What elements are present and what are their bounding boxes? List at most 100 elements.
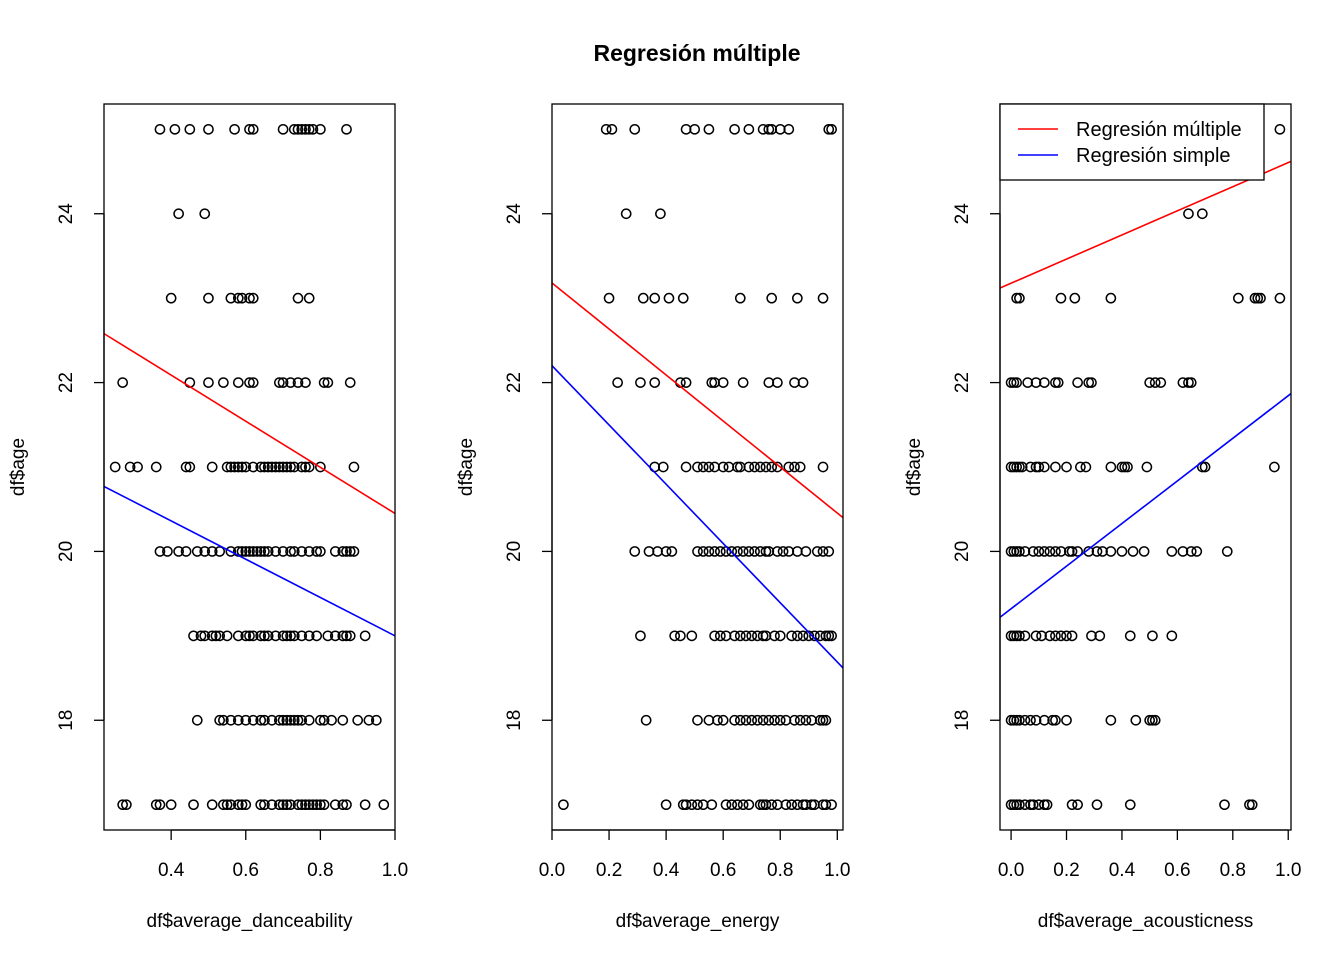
regression-line-simple [1000, 392, 1291, 618]
data-point [743, 461, 755, 473]
data-point [794, 461, 806, 473]
data-point [214, 630, 225, 642]
data-point [117, 799, 129, 811]
data-point [184, 461, 196, 473]
data-point [173, 208, 184, 220]
data-point [1196, 208, 1208, 220]
data-point [783, 123, 795, 135]
data-point [1008, 799, 1020, 811]
data-point [697, 461, 709, 473]
data-point [677, 292, 689, 304]
data-point [1052, 377, 1064, 388]
data-point [769, 630, 780, 642]
data-point [210, 630, 222, 642]
data-point [285, 714, 296, 726]
data-point [218, 714, 229, 726]
data-point [1091, 799, 1103, 811]
legend-label-multiple: Regresión múltiple [1076, 119, 1242, 141]
data-point [620, 208, 632, 220]
data-point [277, 714, 289, 726]
data-point [717, 461, 729, 473]
data-point [666, 546, 678, 557]
data-point [726, 799, 738, 811]
data-point [680, 799, 692, 811]
data-point [1030, 714, 1042, 726]
data-point [1014, 292, 1025, 304]
data-point [315, 714, 326, 726]
data-point [1014, 799, 1025, 811]
y-tick-label: 24 [56, 203, 77, 225]
data-point [344, 546, 356, 557]
data-point [296, 461, 308, 473]
data-point [214, 714, 225, 726]
data-point [303, 292, 315, 304]
data-point [285, 799, 296, 811]
data-point [270, 546, 281, 557]
data-point [322, 377, 334, 388]
data-point [697, 546, 709, 557]
data-point [1149, 714, 1161, 726]
data-point [311, 630, 322, 642]
data-point [232, 714, 244, 726]
data-point [737, 799, 749, 811]
data-point [232, 461, 244, 473]
data-point [1025, 799, 1036, 811]
data-point [1119, 461, 1131, 473]
data-point [1027, 799, 1039, 811]
data-point [240, 546, 252, 557]
data-point [709, 546, 720, 557]
data-point [1183, 377, 1194, 388]
data-point [794, 714, 806, 726]
data-point [288, 123, 300, 135]
data-point [1038, 461, 1050, 473]
data-point [303, 799, 315, 811]
data-point [826, 123, 837, 135]
data-point [1011, 461, 1022, 473]
data-point [240, 461, 252, 473]
data-point [1191, 546, 1203, 557]
data-point [292, 799, 304, 811]
data-point [740, 714, 752, 726]
data-point [329, 546, 341, 557]
data-point [1166, 546, 1178, 557]
data-point [1033, 461, 1045, 473]
x-tick-label: 1.0 [382, 860, 408, 881]
data-point [786, 630, 798, 642]
data-point [1044, 630, 1056, 642]
data-point [1055, 546, 1067, 557]
data-point [709, 630, 720, 642]
data-point [329, 630, 341, 642]
data-point [703, 123, 715, 135]
y-tick-label: 20 [56, 541, 77, 562]
data-point [703, 546, 715, 557]
data-point [1033, 799, 1045, 811]
data-point [766, 292, 778, 304]
data-point [789, 461, 800, 473]
data-point [337, 799, 349, 811]
x-tick-label: 0.6 [1164, 860, 1190, 881]
data-point [288, 546, 300, 557]
data-point [315, 123, 326, 135]
data-point [281, 630, 293, 642]
data-point [717, 714, 729, 726]
data-point [732, 461, 743, 473]
y-tick-label: 22 [952, 372, 973, 393]
data-point [341, 799, 352, 811]
data-point [754, 799, 766, 811]
data-point [600, 123, 612, 135]
data-point [1130, 714, 1142, 726]
legend-box [999, 103, 1265, 181]
data-point [296, 714, 308, 726]
data-point [789, 714, 800, 726]
data-point [1274, 292, 1286, 304]
data-point [774, 714, 786, 726]
data-point [184, 123, 196, 135]
data-point [218, 377, 229, 388]
data-point [1011, 546, 1022, 557]
x-tick-label: 0.2 [1053, 860, 1079, 881]
data-point [740, 630, 752, 642]
data-point [706, 377, 718, 388]
data-point [635, 630, 646, 642]
x-tick-label: 0.0 [539, 860, 565, 881]
data-point [1072, 799, 1083, 811]
